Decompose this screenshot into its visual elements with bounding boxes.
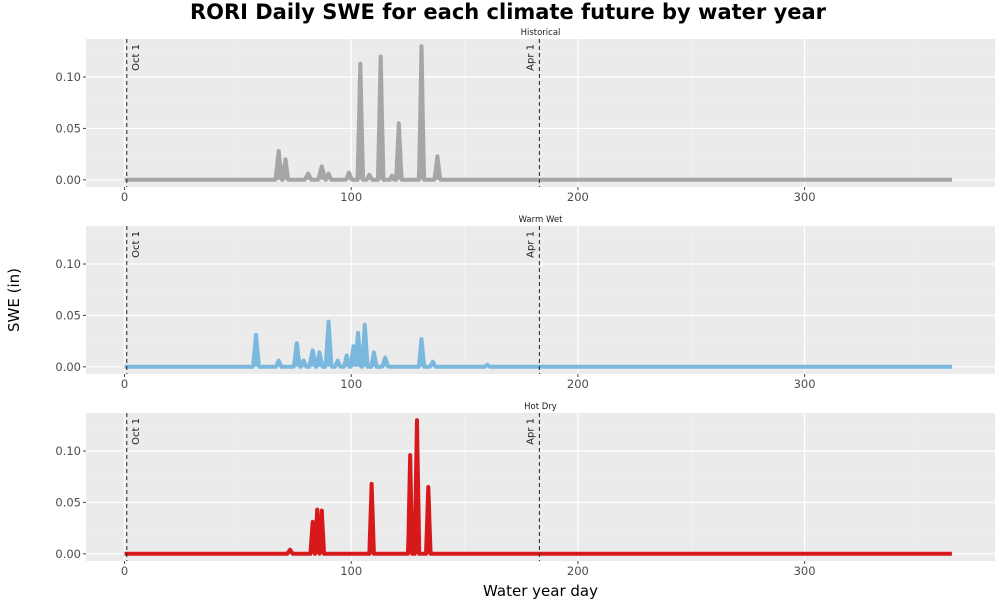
panel-hot-dry: Hot Dry Oct 1 Apr 1 0.00 0.05 0.10 0 100 200 300 xyxy=(55,402,995,578)
x-tick-label: 300 xyxy=(794,377,816,391)
x-axis-label: Water year day xyxy=(483,582,598,600)
x-tick-label: 100 xyxy=(340,564,362,578)
x-tick-label: 0 xyxy=(121,377,128,391)
x-tick-label: 100 xyxy=(340,377,362,391)
y-tick-label: 0.10 xyxy=(55,444,81,458)
series-line xyxy=(123,418,954,556)
x-tick-label: 0 xyxy=(121,564,128,578)
reference-line-label: Apr 1 xyxy=(525,44,536,71)
reference-line-label: Apr 1 xyxy=(525,418,536,445)
x-tick-label: 300 xyxy=(794,190,816,204)
reference-line-label: Apr 1 xyxy=(525,231,536,258)
series-line xyxy=(123,44,954,182)
y-tick-label: 0.05 xyxy=(55,308,81,322)
panel-warm-wet: Warm Wet Oct 1 Apr 1 0.00 0.05 0.10 0 100 200 300 xyxy=(55,215,995,391)
y-tick-label: 0.05 xyxy=(55,121,81,135)
y-tick-label: 0.10 xyxy=(55,70,81,84)
panel-background xyxy=(86,39,995,187)
x-tick-label: 300 xyxy=(794,564,816,578)
y-tick-label: 0.00 xyxy=(55,360,81,374)
panel-background xyxy=(86,413,995,561)
x-tick-label: 100 xyxy=(340,190,362,204)
reference-line-label: Oct 1 xyxy=(131,231,142,258)
panel-title: Warm Wet xyxy=(519,215,564,225)
x-tick-label: 200 xyxy=(567,377,589,391)
reference-line-label: Oct 1 xyxy=(131,418,142,445)
x-tick-label: 200 xyxy=(567,564,589,578)
panel-title: Historical xyxy=(521,28,561,38)
panel-title: Hot Dry xyxy=(524,402,557,412)
chart-title: RORI Daily SWE for each climate future b… xyxy=(189,0,827,24)
y-tick-label: 0.00 xyxy=(55,547,81,561)
y-tick-label: 0.00 xyxy=(55,173,81,187)
reference-line-label: Oct 1 xyxy=(131,44,142,71)
y-tick-label: 0.10 xyxy=(55,257,81,271)
panel-historical: Historical Oct 1 Apr 1 0.00 0.05 0.10 0 100 200 3… xyxy=(55,28,995,204)
panel-background xyxy=(86,226,995,374)
y-tick-label: 0.05 xyxy=(55,495,81,509)
x-tick-label: 0 xyxy=(121,190,128,204)
x-tick-label: 200 xyxy=(567,190,589,204)
series-line xyxy=(123,319,954,369)
